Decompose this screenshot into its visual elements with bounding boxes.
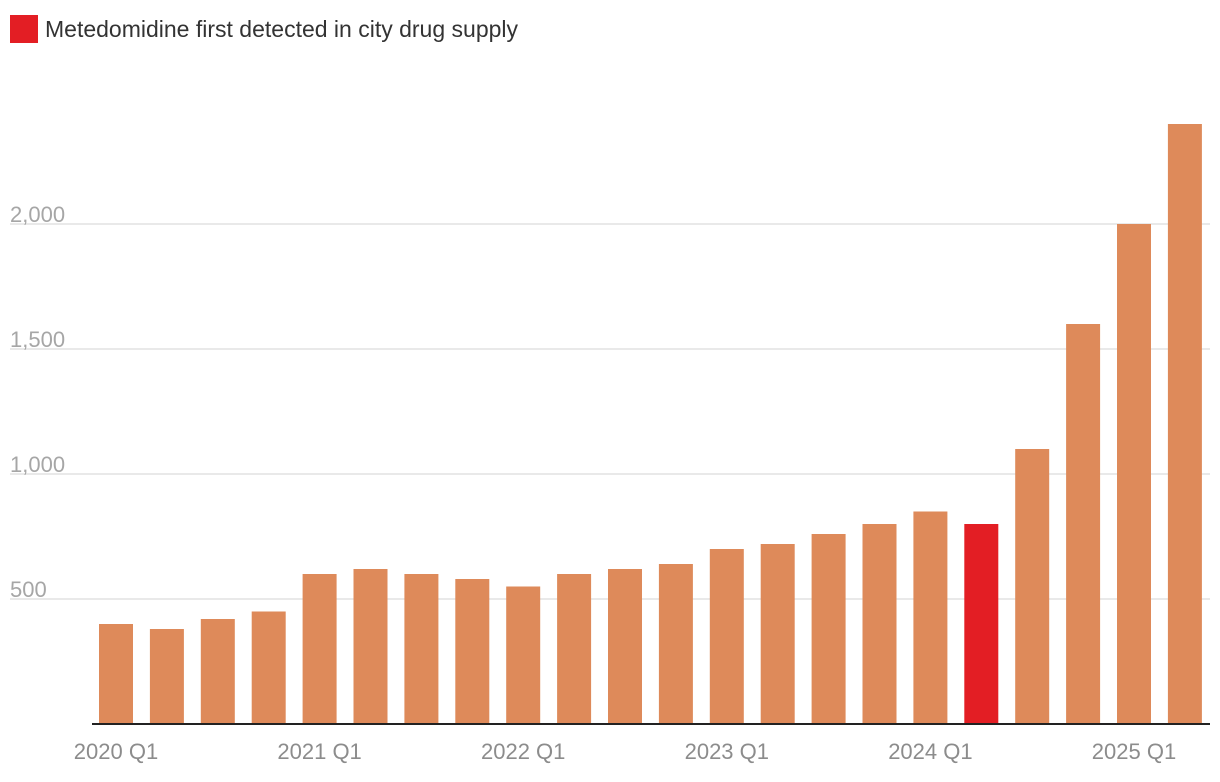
legend-swatch bbox=[10, 15, 38, 43]
bar-2020-q3 bbox=[200, 619, 235, 724]
x-tick-label: 2020 Q1 bbox=[74, 739, 158, 764]
y-tick-label: 1,500 bbox=[10, 327, 65, 352]
bar-2021-q4 bbox=[455, 579, 490, 724]
legend-label: Metedomidine first detected in city drug… bbox=[45, 15, 519, 42]
x-tick-label: 2024 Q1 bbox=[888, 739, 972, 764]
y-tick-label: 500 bbox=[10, 577, 47, 602]
bar-2025-q2 bbox=[1167, 124, 1202, 724]
bar-2024-q4 bbox=[1066, 324, 1101, 724]
x-axis-ticks: 2020 Q1 2021 Q1 2022 Q1 2023 Q1 2024 Q1 2025 … bbox=[74, 739, 1176, 764]
bar-2022-q4 bbox=[658, 564, 693, 724]
bar-2022-q1 bbox=[506, 586, 541, 724]
bar-2023-q1 bbox=[709, 549, 744, 724]
bar-2024-q3 bbox=[1015, 449, 1050, 724]
y-axis-ticks: 500 1,000 1,500 2,000 bbox=[10, 202, 65, 602]
bar-2022-q3 bbox=[608, 569, 642, 724]
y-tick-label: 1,000 bbox=[10, 452, 65, 477]
bar-2024-q2 bbox=[964, 524, 999, 724]
bar-2022-q2 bbox=[557, 574, 592, 724]
bar-2021-q1 bbox=[302, 574, 337, 724]
bar-2021-q2 bbox=[353, 569, 388, 724]
bar-2023-q2 bbox=[760, 544, 795, 724]
x-tick-label: 2022 Q1 bbox=[481, 739, 565, 764]
legend: Metedomidine first detected in city drug… bbox=[10, 14, 518, 44]
bar-2020-q4 bbox=[251, 611, 286, 724]
x-tick-label: 2025 Q1 bbox=[1092, 739, 1176, 764]
bar-2023-q4 bbox=[862, 524, 897, 724]
bar-2024-q1 bbox=[913, 511, 948, 724]
bars bbox=[99, 124, 1202, 724]
bar-2020-q1 bbox=[99, 624, 133, 724]
bar-2023-q3 bbox=[811, 534, 846, 724]
x-tick-label: 2023 Q1 bbox=[685, 739, 769, 764]
y-tick-label: 2,000 bbox=[10, 202, 65, 227]
x-tick-label: 2021 Q1 bbox=[277, 739, 361, 764]
bar-2020-q2 bbox=[149, 629, 184, 724]
bar-2025-q1 bbox=[1117, 224, 1151, 724]
bar-2021-q3 bbox=[404, 574, 439, 724]
